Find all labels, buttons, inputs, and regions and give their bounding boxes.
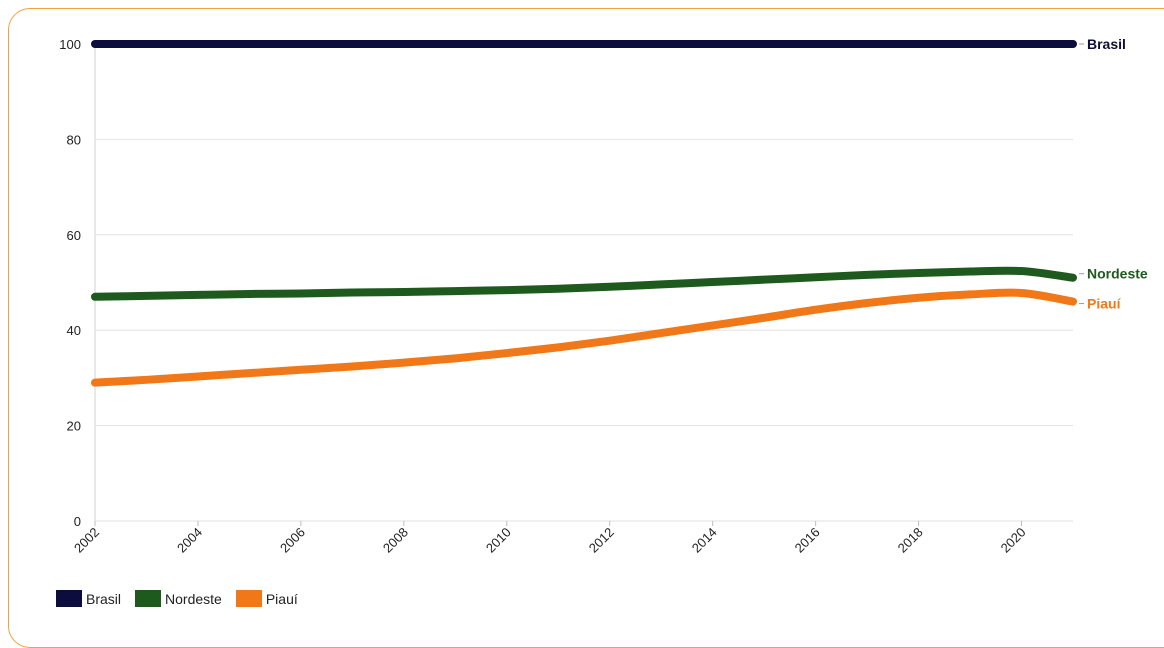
y-tick-label: 40 [67, 323, 81, 338]
x-tick-label: 2002 [71, 525, 102, 556]
y-axis-ticks: 0 20 40 60 80 100 [59, 37, 81, 529]
y-tick-label: 100 [59, 37, 81, 52]
x-axis-ticks: 2002 2004 2006 2008 2010 2012 2014 2016 2018 2020 [71, 521, 1029, 556]
legend-swatch [135, 590, 162, 607]
legend-swatch [56, 590, 82, 607]
line-chart: 0 20 40 60 80 100 2002 2004 2006 2008 2010 2012 201… [59, 36, 1148, 556]
series-end-labels: Brasil Nordeste Piauí [1079, 36, 1148, 312]
x-tick-label: 2008 [380, 525, 411, 556]
series-end-label-brasil: Brasil [1087, 36, 1126, 52]
legend-label: Brasil [86, 590, 122, 607]
y-tick-label: 60 [67, 228, 81, 243]
y-tick-label: 80 [67, 132, 81, 147]
legend-label: Nordeste [165, 590, 222, 607]
series-line-piaui [91, 288, 1077, 387]
y-tick-label: 0 [74, 514, 81, 529]
series-end-label-piaui: Piauí [1087, 296, 1122, 312]
x-tick-label: 2018 [895, 525, 926, 556]
legend-label: Piauí [265, 590, 298, 607]
legend-item-piaui[interactable]: Piauí [235, 590, 298, 607]
x-tick-label: 2006 [277, 525, 308, 556]
gridlines [94, 43, 1073, 522]
legend-swatch [235, 590, 262, 607]
x-tick-label: 2020 [998, 525, 1029, 556]
legend-item-brasil[interactable]: Brasil [56, 590, 121, 607]
x-tick-label: 2016 [792, 525, 823, 556]
x-tick-label: 2012 [586, 525, 617, 556]
x-tick-label: 2014 [689, 525, 720, 556]
y-tick-label: 20 [67, 419, 81, 434]
x-tick-label: 2010 [483, 525, 514, 556]
legend: Brasil Nordeste Piauí [56, 590, 298, 607]
series-end-label-nordeste: Nordeste [1087, 266, 1148, 282]
legend-item-nordeste[interactable]: Nordeste [135, 590, 222, 607]
x-tick-label: 2004 [174, 525, 205, 556]
series-line-nordeste [91, 266, 1077, 301]
series-lines [91, 39, 1077, 387]
